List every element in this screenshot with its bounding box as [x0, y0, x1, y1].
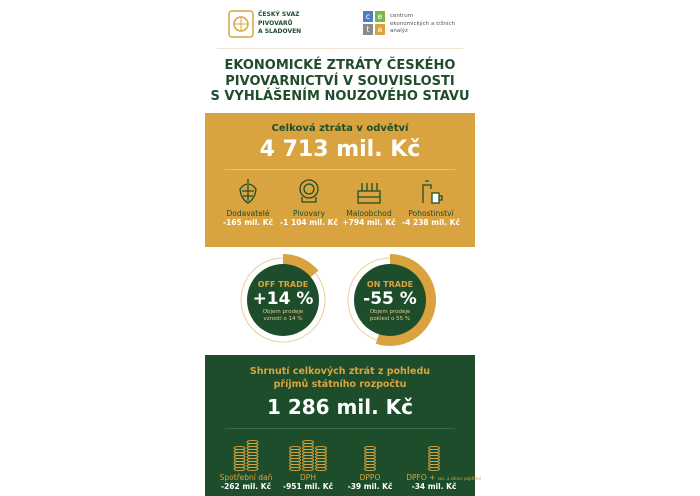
category-value: -165 mil. Kč [222, 218, 274, 227]
cspas-line: PIVOVARŮ [258, 19, 293, 27]
page-title: EKONOMICKÉ ZTRÁTY ČESKÉHO PIVOVARNICTVÍ … [205, 58, 475, 105]
trade-note: poklesl o 55 % [369, 316, 411, 322]
budget-panel: Shrnutí celkových ztrát z pohledu příjmů… [205, 355, 482, 496]
category-value: -1 104 mil. Kč [280, 218, 338, 227]
cspas-name: ČESKÝ SVAZ PIVOVARŮ A SLADOVEN [258, 11, 301, 37]
trade-value: +14 % [252, 289, 314, 309]
ceta-letter: e [375, 11, 385, 22]
title-line: PIVOVARNICTVÍ V SOUVISLOSTI [225, 73, 455, 89]
trade-note: vzrostl o 14 % [263, 316, 303, 322]
divider [217, 48, 463, 49]
budget-heading-line: Shrnutí celkových ztrát z pohledu [249, 366, 431, 377]
ceta-letter: a [375, 24, 385, 35]
trade-label: ON TRADE [366, 280, 414, 289]
tax-label: DPPO [359, 473, 381, 482]
ceta-logo: c e t a [363, 11, 385, 35]
tax-label: DPH [300, 473, 316, 482]
trade-label: OFF TRADE [257, 280, 309, 289]
on-trade-ring [347, 254, 436, 346]
tax-excise: Spotřební daň -262 mil. Kč [213, 435, 279, 491]
tax-corporate: DPPO -39 mil. Kč [337, 435, 403, 491]
tax-value: -951 mil. Kč [282, 482, 334, 491]
cspas-line: A SLADOVEN [258, 28, 302, 35]
off-trade-text: OFF TRADE +14 % Objem prodeje vzrostl o … [243, 280, 323, 323]
title-line: EKONOMICKÉ ZTRÁTY ČESKÉHO [224, 58, 456, 73]
coins-icon [364, 445, 376, 471]
trade-value: -55 % [363, 289, 417, 309]
cspas-line: ČESKÝ SVAZ [258, 11, 300, 18]
total-loss-panel: Celková ztráta v odvětví 4 713 mil. Kč D… [205, 113, 475, 247]
ceta-letter: t [363, 24, 373, 35]
divider [225, 428, 455, 429]
tax-value: -39 mil. Kč [347, 482, 393, 491]
category-suppliers: Dodavatelé -165 mil. Kč [215, 177, 281, 227]
beer-crate-icon [357, 183, 381, 204]
trade-note: Objem prodeje [262, 309, 304, 315]
budget-heading-line: příjmů státního rozpočtu [273, 379, 407, 390]
total-heading: Celková ztráta v odvětví [271, 123, 409, 134]
title-line: S VYHLÁŠENÍM NOUZOVÉHO STAVU [210, 89, 470, 104]
tax-label: DPFO + [406, 473, 436, 482]
category-breweries: Pivovary -1 104 mil. Kč [276, 177, 342, 227]
tax-value: -262 mil. Kč [220, 482, 272, 491]
tax-personal: DPFO + soc. a zdrav. pojištění -34 mil. … [397, 435, 482, 491]
trade-rings: OFF TRADE +14 % Objem prodeje vzrostl o … [205, 253, 475, 348]
ceta-line: analýz [390, 28, 408, 34]
category-retail: Maloobchod +794 mil. Kč [336, 177, 402, 227]
category-label: Pohostinství [408, 209, 454, 218]
ceta-name: centrum ekonomických a tržních analýz [390, 13, 455, 36]
ceta-line: centrum [390, 13, 414, 19]
beer-tap-icon [422, 180, 443, 204]
category-hospitality: Pohostinství -4 238 mil. Kč [398, 177, 464, 227]
on-trade-text: ON TRADE -55 % Objem prodeje poklesl o 5… [350, 280, 430, 323]
category-value: +794 mil. Kč [342, 218, 396, 227]
category-label: Dodavatelé [226, 209, 270, 218]
trade-note: Objem prodeje [369, 309, 411, 315]
tax-sublabel: soc. a zdrav. pojištění [437, 475, 482, 481]
category-label: Pivovary [292, 209, 326, 218]
coins-icon [428, 445, 440, 471]
off-trade-ring [240, 254, 326, 343]
ceta-line: ekonomických a tržních [390, 20, 455, 27]
tax-vat: DPH -951 mil. Kč [275, 435, 341, 491]
category-value: -4 238 mil. Kč [402, 218, 460, 227]
tax-label-wrap: DPFO + soc. a zdrav. pojištění [397, 473, 482, 482]
tax-value: -34 mil. Kč [411, 482, 457, 491]
divider [225, 169, 455, 170]
tax-label: Spotřební daň [219, 473, 273, 482]
cspas-emblem-icon [228, 10, 254, 38]
coins-icon [289, 439, 327, 471]
logos-header: ČESKÝ SVAZ PIVOVARŮ A SLADOVEN c e t a c… [205, 0, 475, 46]
budget-heading: Shrnutí celkových ztrát z pohledu příjmů… [205, 365, 475, 391]
budget-value: 1 286 mil. Kč [266, 395, 414, 419]
category-label: Maloobchod [346, 209, 392, 218]
ceta-letter: c [363, 11, 373, 22]
hop-icon [239, 179, 257, 204]
total-value: 4 713 mil. Kč [259, 137, 421, 162]
barrel-icon [299, 179, 319, 203]
coins-icon [233, 439, 259, 471]
